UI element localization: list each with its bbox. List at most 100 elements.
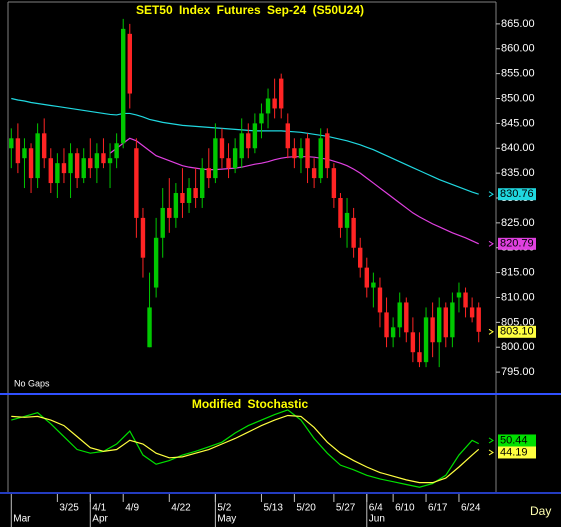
panel-title: Modified Stochastic [192, 397, 309, 411]
candle-body [226, 158, 231, 169]
candle-body [219, 138, 225, 159]
candle-body [450, 302, 455, 338]
stochastic-line [11, 409, 479, 488]
y-tick-label: 805.00 [501, 316, 535, 328]
last-value-label-box [498, 434, 536, 447]
candle-body [377, 287, 383, 313]
moving-average [11, 97, 479, 195]
candle-body [292, 148, 297, 159]
candle-body [443, 307, 448, 338]
candle-body [160, 207, 165, 238]
label-arrow [488, 437, 494, 444]
candle-body [338, 197, 343, 228]
candle-body [127, 33, 132, 94]
candle-body [74, 153, 80, 179]
candle-body [147, 307, 152, 348]
candle-body [35, 133, 40, 179]
last-value-label-box [498, 188, 536, 201]
candle-body [107, 158, 113, 164]
candle-body [48, 158, 53, 184]
candle-body [28, 148, 34, 179]
candle-body [140, 217, 146, 258]
y-tick-label: 825.00 [501, 217, 535, 229]
candle-body [81, 158, 86, 179]
candle-body [22, 148, 27, 159]
candle-body [88, 158, 93, 169]
candle-body [193, 188, 198, 198]
x-tick-label: 6/4 [369, 503, 383, 514]
x-tick-label: 6/24 [461, 503, 481, 514]
month-label: Jun [369, 514, 385, 525]
candle-body [344, 212, 350, 228]
candle-body [404, 302, 409, 333]
last-close-label-box [498, 325, 536, 338]
candle-body [463, 292, 468, 308]
y-tick-label: 860.00 [501, 43, 535, 55]
candle-body [410, 332, 416, 353]
x-tick-label: 3/25 [59, 503, 79, 514]
x-tick-label: 5/20 [296, 503, 316, 514]
candle-body [61, 163, 67, 174]
candle-body [285, 123, 290, 149]
y-tick-label: 815.00 [501, 267, 535, 279]
candle-body [213, 138, 218, 179]
x-tick-label: 4/9 [125, 503, 139, 514]
candle-body [94, 153, 100, 169]
candle-body [298, 148, 304, 159]
candle-body [55, 163, 60, 184]
y-tick-label: 855.00 [501, 68, 535, 80]
y-tick-label: 800.00 [501, 341, 535, 353]
candle-body [318, 138, 323, 179]
candle-body [42, 133, 47, 159]
candle-body [430, 317, 435, 343]
month-label: Apr [92, 514, 108, 525]
candle-body [331, 168, 337, 198]
candle-body [259, 113, 264, 124]
x-tick-label: 4/22 [171, 503, 191, 514]
last-value-label: 50.44 [500, 434, 528, 446]
candle-body [265, 98, 271, 114]
candle-body [180, 193, 185, 203]
x-tick-label: 5/27 [336, 503, 356, 514]
candle-body [252, 123, 258, 149]
y-tick-label: 810.00 [501, 291, 535, 303]
x-axis-label: Day [530, 504, 551, 518]
candle-body [68, 153, 73, 174]
candle-body [121, 28, 126, 144]
x-tick-label: 5/2 [217, 503, 231, 514]
candle-body [390, 327, 396, 338]
candle-body [456, 292, 462, 298]
y-tick-label: 850.00 [501, 92, 535, 104]
label-arrow [488, 328, 494, 335]
y-tick-label: 840.00 [501, 142, 535, 154]
candle-body [364, 267, 369, 288]
candle-body [384, 312, 389, 338]
last-value-label-box [498, 237, 536, 250]
candle-body [206, 168, 211, 179]
candle-body [15, 138, 21, 164]
x-tick-label: 6/10 [395, 503, 415, 514]
annotation: No Gaps [14, 378, 50, 388]
label-arrow [488, 449, 494, 456]
candle-body [423, 317, 429, 363]
candle-body [9, 138, 14, 149]
label-arrow [488, 240, 494, 247]
candle-body [417, 352, 422, 363]
candle-body [200, 168, 205, 198]
y-tick-label: 835.00 [501, 167, 535, 179]
candle-body [371, 282, 376, 288]
candle-body [351, 217, 356, 248]
candle-body [469, 307, 475, 318]
month-label: Mar [13, 514, 31, 525]
candle-body [114, 143, 119, 159]
candle-body [279, 78, 284, 109]
y-tick-label: 845.00 [501, 117, 535, 129]
candle-body [476, 307, 481, 332]
chart-title: SET50 Index Futures Sep-24 (S50U24) [136, 3, 364, 17]
candle-body [272, 98, 277, 109]
last-value-label: 830.76 [500, 188, 534, 200]
last-value-label-box [498, 446, 536, 459]
candle-body [239, 133, 244, 159]
